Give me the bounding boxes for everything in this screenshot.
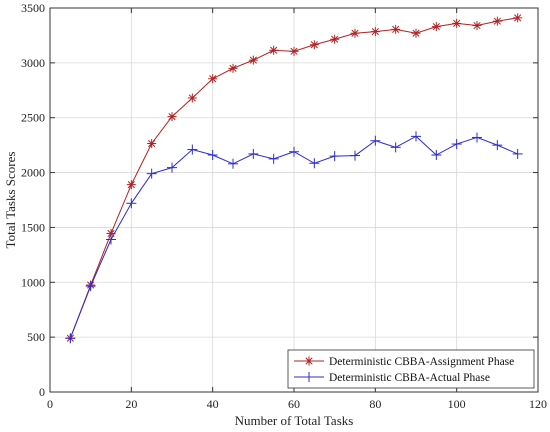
data-point — [207, 150, 218, 161]
legend-entries: Deterministic CBBA-Assignment Phase Deter… — [294, 356, 514, 384]
data-point — [289, 146, 299, 157]
plot-frame — [49, 7, 539, 393]
data-point — [472, 21, 482, 31]
data-point — [390, 142, 401, 153]
y-tick-label: 1500 — [21, 220, 45, 234]
data-point — [289, 46, 299, 56]
y-tick-label: 2000 — [21, 166, 45, 180]
data-point — [452, 18, 462, 28]
x-tick-label: 60 — [288, 397, 300, 411]
x-axis-label: Number of Total Tasks — [235, 413, 354, 428]
x-tick-label: 100 — [448, 397, 466, 411]
data-point — [309, 158, 320, 169]
data-point — [309, 40, 319, 50]
data-point — [472, 132, 482, 143]
data-point — [228, 158, 238, 169]
legend-label: Deterministic CBBA-Actual Phase — [329, 372, 490, 384]
data-point — [492, 16, 502, 26]
data-point — [329, 151, 340, 162]
data-point — [350, 28, 360, 38]
data-point — [269, 45, 279, 55]
legend-box — [287, 349, 535, 389]
data-point — [330, 34, 340, 44]
data-point — [106, 234, 116, 245]
data-point — [512, 148, 523, 159]
data-point — [370, 27, 380, 37]
x-tick-label: 40 — [207, 397, 219, 411]
data-point — [248, 55, 258, 65]
y-axis-label: Total Tasks Scores — [3, 152, 18, 249]
y-tick-label: 1000 — [21, 275, 45, 289]
legend-label: Deterministic CBBA-Assignment Phase — [329, 356, 514, 368]
x-tick-label: 80 — [369, 397, 381, 411]
y-tick-label: 500 — [27, 330, 45, 344]
legend-marker — [304, 356, 314, 366]
data-point — [248, 148, 259, 159]
data-point — [350, 150, 360, 161]
data-point — [370, 135, 381, 146]
data-point — [126, 198, 137, 209]
data-point — [167, 162, 177, 173]
data-point — [85, 281, 96, 292]
data-point — [228, 63, 238, 73]
data-point — [126, 180, 136, 190]
grid-lines — [49, 7, 539, 393]
legend: Deterministic CBBA-Assignment Phase Deter… — [287, 349, 535, 389]
data-point — [431, 22, 441, 32]
data-point — [268, 153, 279, 164]
data-point — [492, 140, 503, 151]
y-tick-label: 3000 — [21, 56, 45, 70]
y-tick-label: 3500 — [21, 1, 45, 15]
legend-marker — [304, 372, 314, 382]
data-point — [391, 24, 401, 34]
data-point — [451, 139, 462, 150]
x-tick-label: 20 — [125, 397, 137, 411]
data-point — [146, 168, 157, 179]
x-tick-label: 120 — [529, 397, 547, 411]
data-point — [167, 112, 177, 122]
data-point — [431, 150, 442, 161]
y-tick-label: 2500 — [21, 111, 45, 125]
data-point — [187, 93, 197, 103]
y-tick-label: 0 — [39, 385, 45, 399]
data-point — [65, 333, 76, 344]
data-point — [411, 28, 421, 38]
x-tick-label: 0 — [47, 397, 53, 411]
axis-ticks: 0 20 40 60 80 100 120 0 500 1000 1500 2000 2500 3000 3… — [21, 1, 547, 411]
series-layer — [65, 13, 523, 344]
data-point — [411, 131, 421, 142]
data-point — [513, 13, 523, 23]
data-point — [147, 138, 157, 148]
data-point — [187, 144, 198, 155]
data-point — [208, 74, 218, 84]
